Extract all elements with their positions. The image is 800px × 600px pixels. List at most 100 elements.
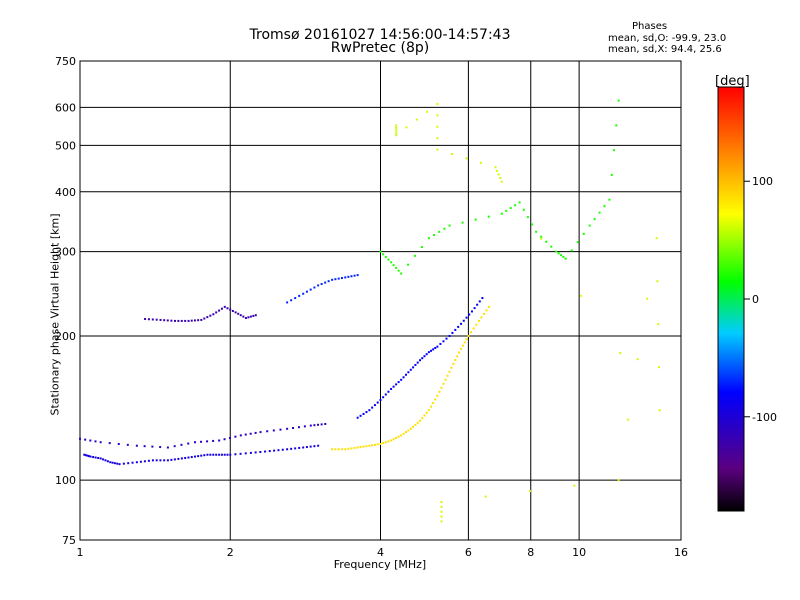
data-point [414,363,417,366]
data-point [404,373,407,376]
y-tick-label: 500 [55,139,76,152]
data-point [117,442,120,445]
data-point [317,423,320,426]
data-point [159,318,162,321]
data-point [555,250,558,253]
data-point [540,235,543,238]
data-point [273,449,276,452]
data-point [163,459,166,462]
data-point [440,505,443,508]
data-point [387,440,390,443]
data-point [557,252,560,255]
data-point [180,457,183,460]
data-point [344,448,347,451]
data-point [309,424,312,427]
data-point [426,110,429,113]
data-point [376,443,379,446]
data-point [173,458,176,461]
data-point [229,453,232,456]
data-point [603,205,606,208]
data-point [353,446,356,449]
data-point [190,456,193,459]
data-point [494,166,497,169]
data-point [327,280,330,283]
data-point [436,148,439,151]
x-tick-labels: 1 2 4 6 8 10 16 [77,546,689,559]
data-point [473,307,476,310]
data-point [218,453,221,456]
data-point [407,429,410,432]
data-point [151,445,154,448]
data-point [397,381,400,384]
data-point [400,434,403,437]
data-point [200,318,203,321]
data-point [252,314,255,317]
data-point [83,453,86,456]
data-point [387,258,390,261]
data-point [446,374,449,377]
data-point [206,316,209,319]
data-point [209,314,212,317]
data-point [421,417,424,420]
data-point [215,311,218,314]
data-point [313,445,316,448]
data-point [362,445,365,448]
data-point [500,180,503,183]
data-point [416,361,419,364]
data-point [254,431,257,434]
data-point [573,484,576,487]
data-point [218,309,221,312]
data-point [415,118,418,121]
data-point [337,448,340,451]
data-point [395,124,398,127]
data-point [143,460,146,463]
phases-heading: Phases [632,21,668,32]
data-point [423,355,426,358]
data-point [458,351,461,354]
data-point [340,448,343,451]
data-point [412,425,415,428]
data-point [452,362,455,365]
data-point [212,453,215,456]
data-point [309,445,312,448]
data-point [496,169,499,172]
data-point [249,432,252,435]
data-point [470,310,473,313]
data-point [425,411,428,414]
data-point [445,337,448,340]
data-point [448,334,451,337]
data-point [414,423,417,426]
data-point [540,237,543,240]
data-point [113,462,116,465]
data-point [215,453,218,456]
data-point [180,443,183,446]
data-point [302,292,305,295]
data-point [395,126,398,129]
data-point [407,263,410,266]
data-point [497,173,500,176]
data-point [259,431,262,434]
data-point [480,316,483,319]
data-point [402,376,405,379]
data-point [461,221,464,224]
data-point [429,405,432,408]
data-point [409,368,412,371]
data-point [384,255,387,258]
data-point [472,327,475,330]
data-point [350,447,353,450]
data-point [173,319,176,322]
data-point [320,283,323,286]
data-point [465,338,468,341]
data-point [302,446,305,449]
colorbar-tick-label: 100 [752,175,773,188]
data-point [324,281,327,284]
data-point [234,435,237,438]
data-point [390,387,393,390]
data-point [86,454,89,457]
data-point [135,444,138,447]
data-point [203,454,206,457]
data-point [658,409,661,412]
data-point [264,450,267,453]
data-point [657,323,660,326]
data-point [118,463,121,466]
